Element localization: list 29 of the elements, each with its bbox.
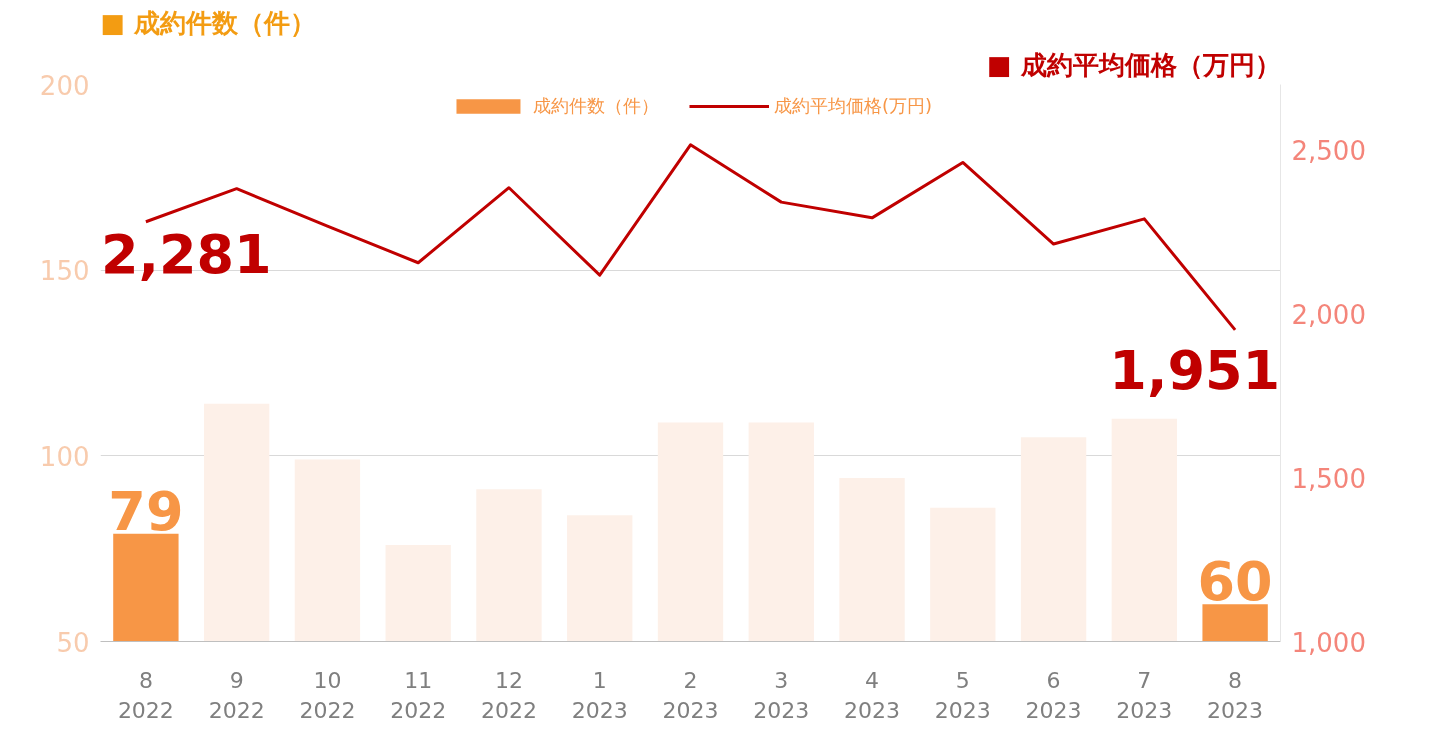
x-tick-label: 2 2023 xyxy=(662,667,719,723)
y2-tick-label: 1,500 xyxy=(1291,463,1366,494)
x-tick-label: 7 2023 xyxy=(1116,667,1173,723)
y-tick-label: 200 xyxy=(39,70,90,101)
y2-axis-title: ■ 成約平均価格（万円） xyxy=(986,49,1281,80)
x-tick-label: 4 2023 xyxy=(844,667,901,723)
x-tick-label: 8 2022 xyxy=(117,667,174,723)
data-label: 79 xyxy=(108,479,184,543)
x-tick-label: 6 2023 xyxy=(1025,667,1082,723)
y2-tick-label: 1,000 xyxy=(1291,627,1366,658)
x-tick-label: 8 2023 xyxy=(1207,667,1264,723)
y2-tick-label: 2,500 xyxy=(1291,136,1366,167)
x-tick-label: 3 2023 xyxy=(753,667,810,723)
x-tick-label: 1 2023 xyxy=(571,667,628,723)
x-tick-label: 9 2022 xyxy=(208,667,265,723)
y-tick-label: 100 xyxy=(39,441,90,472)
x-tick-label: 11 2022 xyxy=(390,667,447,723)
data-label: 2,281 xyxy=(100,222,272,286)
data-label: 1,951 xyxy=(1109,338,1281,402)
x-tick-label: 12 2022 xyxy=(480,667,537,723)
legend-label: 成約平均価格(万円) xyxy=(773,94,933,118)
y-axis-title: ■ 成約件数（件） xyxy=(100,7,317,38)
x-tick-label: 10 2022 xyxy=(299,667,356,723)
y-tick-label: 50 xyxy=(56,627,90,658)
data-label: 60 xyxy=(1197,550,1273,614)
y-tick-label: 150 xyxy=(39,256,90,287)
y2-tick-label: 2,000 xyxy=(1291,299,1366,330)
x-tick-label: 5 2023 xyxy=(934,667,991,723)
legend-label: 成約件数（件） xyxy=(532,94,659,118)
